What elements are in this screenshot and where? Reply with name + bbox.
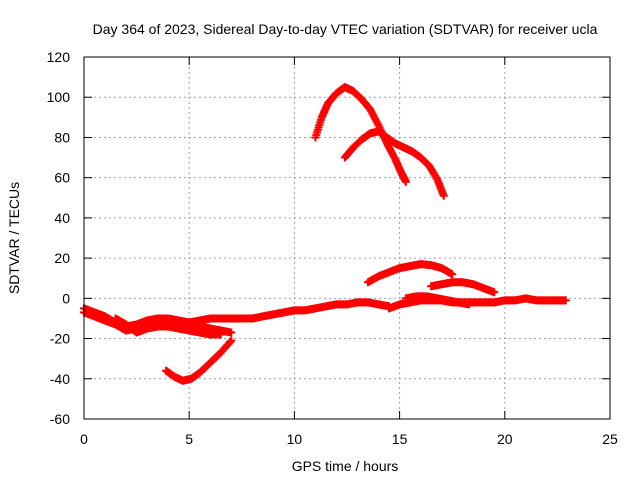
series-arc-7 bbox=[364, 260, 457, 287]
data-point-marker bbox=[224, 339, 233, 348]
y-tick-label: 0 bbox=[62, 290, 70, 306]
series-arc-10 bbox=[401, 292, 474, 309]
y-tick-label: 40 bbox=[54, 210, 70, 226]
y-tick-labels: -60 -40 -20 0 20 40 60 80 100 120 bbox=[47, 49, 71, 427]
x-gridlines bbox=[188, 57, 506, 419]
x-tick-label: 25 bbox=[602, 431, 618, 447]
y-tick-label: -60 bbox=[50, 411, 70, 427]
series-arc-4 bbox=[162, 336, 236, 385]
data-point-marker bbox=[214, 351, 223, 360]
x-axis-label: GPS time / hours bbox=[292, 458, 399, 474]
data-point-marker bbox=[364, 102, 373, 111]
series-arc-8 bbox=[427, 278, 499, 297]
data-point-marker bbox=[203, 361, 212, 370]
data-markers bbox=[80, 83, 570, 385]
y-tick-label: -20 bbox=[50, 331, 70, 347]
x-tick-label: 10 bbox=[287, 431, 303, 447]
series-arc-5 bbox=[311, 83, 410, 186]
data-point-marker bbox=[463, 300, 472, 309]
x-tick-label: 5 bbox=[185, 431, 193, 447]
data-point-marker bbox=[316, 115, 325, 124]
chart-title: Day 364 of 2023, Sidereal Day-to-day VTE… bbox=[93, 21, 598, 37]
data-point-marker bbox=[225, 328, 234, 337]
series-arc-3 bbox=[111, 314, 225, 339]
data-point-marker bbox=[215, 330, 224, 339]
y-tick-label: 120 bbox=[47, 49, 71, 65]
y-tick-label: -40 bbox=[50, 371, 70, 387]
data-point-marker bbox=[438, 189, 447, 198]
data-point-marker bbox=[401, 176, 410, 185]
y-tick-label: 60 bbox=[54, 170, 70, 186]
y-tick-label: 100 bbox=[47, 89, 71, 105]
data-point-marker bbox=[560, 296, 569, 305]
x-tick-label: 20 bbox=[497, 431, 513, 447]
y-tick-label: 80 bbox=[54, 129, 70, 145]
plot-frame bbox=[83, 56, 611, 420]
y-tick-label: 20 bbox=[54, 250, 70, 266]
series-arc-6 bbox=[340, 127, 448, 200]
x-tick-label: 0 bbox=[80, 431, 88, 447]
x-tick-label: 15 bbox=[392, 431, 408, 447]
data-point-marker bbox=[373, 119, 382, 128]
data-point-marker bbox=[225, 338, 234, 347]
y-axis-label: SDTVAR / TECUs bbox=[6, 182, 22, 294]
x-tick-labels: 0 5 10 15 20 25 bbox=[80, 431, 618, 447]
data-point-marker bbox=[446, 269, 455, 278]
data-point-marker bbox=[488, 287, 497, 296]
y-gridlines bbox=[84, 96, 610, 380]
tick-marks bbox=[83, 56, 611, 420]
